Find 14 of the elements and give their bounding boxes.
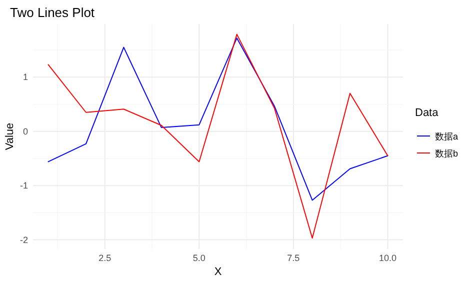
y-tick-label: -2 — [20, 234, 28, 245]
legend-label: 数据b — [435, 148, 458, 158]
legend-title: Data — [415, 107, 440, 119]
x-axis-title: X — [214, 266, 222, 278]
x-tick-label: 5.0 — [192, 253, 206, 263]
y-tick-label: 1 — [22, 72, 28, 82]
y-tick-label: 0 — [22, 126, 28, 136]
x-tick-label: 10.0 — [378, 253, 396, 263]
x-tick-label: 7.5 — [287, 253, 300, 263]
x-tick-label: 2.5 — [98, 253, 112, 263]
chart-title: Two Lines Plot — [10, 5, 95, 20]
legend-label: 数据a — [435, 132, 458, 142]
y-axis-title: Value — [4, 122, 16, 150]
y-tick-label: -1 — [20, 180, 28, 191]
